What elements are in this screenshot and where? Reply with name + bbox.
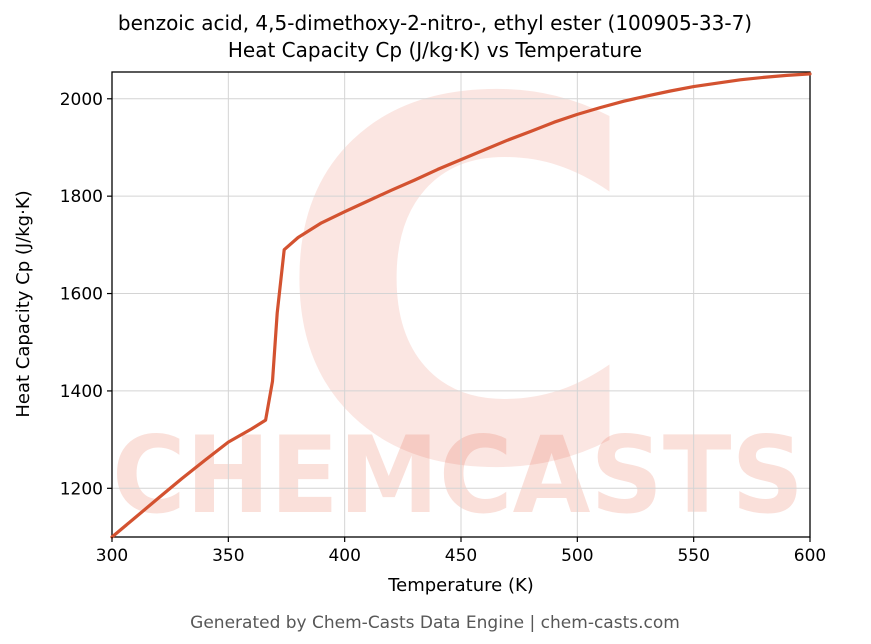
watermark-text: CHEMCASTS (112, 414, 804, 537)
footer-text: Generated by Chem-Casts Data Engine | ch… (190, 613, 680, 633)
watermark: C CHEMCASTS (112, 0, 804, 578)
chart-title-line2: Heat Capacity Cp (J/kg·K) vs Temperature (228, 38, 642, 62)
watermark-letter-icon: C (275, 0, 642, 578)
y-tick-label: 2000 (60, 90, 103, 110)
chart-title-line1: benzoic acid, 4,5-dimethoxy-2-nitro-, et… (118, 11, 752, 35)
cp-curve (110, 72, 812, 539)
y-tick-label: 1800 (60, 187, 103, 207)
axis-ticks: 300 350 400 450 500 550 600 1200 1400 1600 1800 200… (60, 90, 826, 566)
y-tick-label: 1600 (60, 285, 103, 305)
x-tick-label: 350 (212, 546, 244, 566)
x-tick-label: 600 (794, 546, 826, 566)
y-tick-label: 1200 (60, 479, 103, 499)
y-axis-label: Heat Capacity Cp (J/kg·K) (13, 190, 34, 417)
y-tick-label: 1400 (60, 382, 103, 402)
x-tick-label: 500 (561, 546, 593, 566)
x-tick-label: 400 (328, 546, 360, 566)
x-axis-label: Temperature (K) (387, 575, 534, 596)
x-tick-label: 300 (96, 546, 128, 566)
x-tick-label: 450 (445, 546, 477, 566)
x-tick-label: 550 (677, 546, 709, 566)
cp-curve-path (110, 72, 812, 539)
